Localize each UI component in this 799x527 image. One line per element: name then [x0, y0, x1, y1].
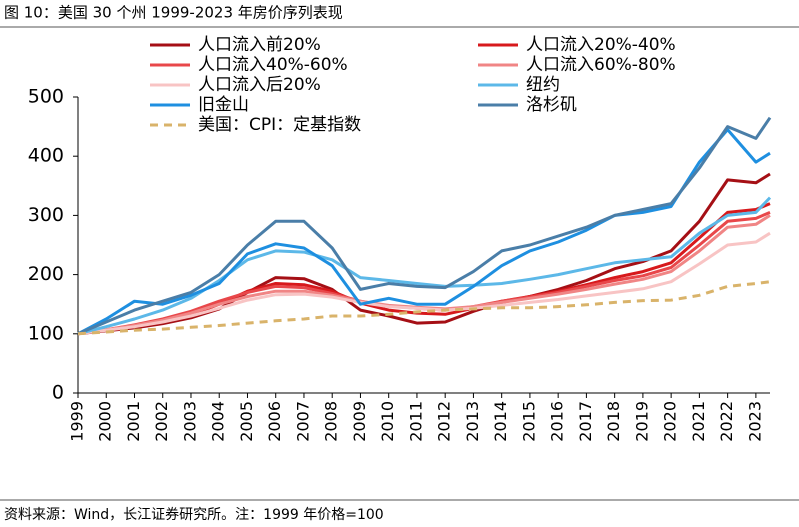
x-tick-label: 2020 — [661, 401, 680, 442]
legend-label: 旧金山 — [198, 95, 249, 115]
x-tick-label: 2023 — [745, 401, 764, 442]
legend-label: 人口流入后20% — [198, 75, 321, 95]
y-tick-label: 400 — [28, 145, 64, 167]
series-line — [77, 172, 771, 336]
x-tick-label: 2014 — [491, 401, 510, 442]
x-tick-label: 2006 — [265, 401, 284, 442]
legend-label: 人口流入20%-40% — [526, 35, 676, 55]
x-tick-label: 2009 — [350, 401, 369, 442]
series-line — [77, 214, 771, 336]
x-tick-label: 2011 — [406, 401, 425, 442]
source-note: 资料来源：Wind，长江证券研究所。注：1999 年价格=100 — [4, 507, 384, 523]
x-tick-label: 2021 — [689, 401, 708, 442]
x-tick-label: 2000 — [96, 401, 115, 442]
x-tick-label: 2013 — [463, 401, 482, 442]
x-tick-label: 2004 — [209, 401, 228, 442]
legend-label: 人口流入60%-80% — [526, 55, 676, 75]
y-tick-label: 100 — [28, 322, 64, 344]
legend-label: 纽约 — [526, 75, 560, 95]
x-tick-label: 2005 — [237, 401, 256, 442]
x-tick-label: 1999 — [68, 401, 87, 442]
series-line — [77, 128, 771, 336]
x-tick-label: 2018 — [604, 401, 623, 442]
x-tick-label: 2007 — [293, 401, 312, 442]
x-tick-label: 2008 — [322, 401, 341, 442]
series-line — [77, 280, 771, 336]
x-tick-label: 2022 — [717, 401, 736, 442]
legend-label: 人口流入40%-60% — [198, 55, 348, 75]
legend-label: 洛杉矶 — [526, 95, 577, 115]
legend-label: 美国：CPI：定基指数 — [198, 115, 361, 135]
x-tick-label: 2002 — [152, 401, 171, 442]
x-tick-label: 2010 — [378, 401, 397, 442]
chart-title: 图 10：美国 30 个州 1999-2023 年房价序列表现 — [4, 4, 343, 22]
x-tick-label: 2015 — [519, 401, 538, 442]
x-tick-label: 2012 — [435, 401, 454, 442]
y-tick-label: 0 — [52, 382, 64, 404]
y-tick-label: 500 — [28, 86, 64, 108]
x-tick-label: 2003 — [180, 401, 199, 442]
y-tick-label: 200 — [28, 263, 64, 285]
series-line — [77, 231, 771, 336]
series-line — [77, 196, 772, 336]
legend-label: 人口流入前20% — [198, 35, 321, 55]
x-tick-label: 2001 — [124, 401, 143, 442]
y-tick-label: 300 — [28, 204, 64, 226]
x-tick-label: 2017 — [576, 401, 595, 442]
x-tick-label: 2016 — [548, 401, 567, 442]
x-tick-label: 2019 — [632, 401, 651, 442]
series-line — [77, 116, 772, 336]
